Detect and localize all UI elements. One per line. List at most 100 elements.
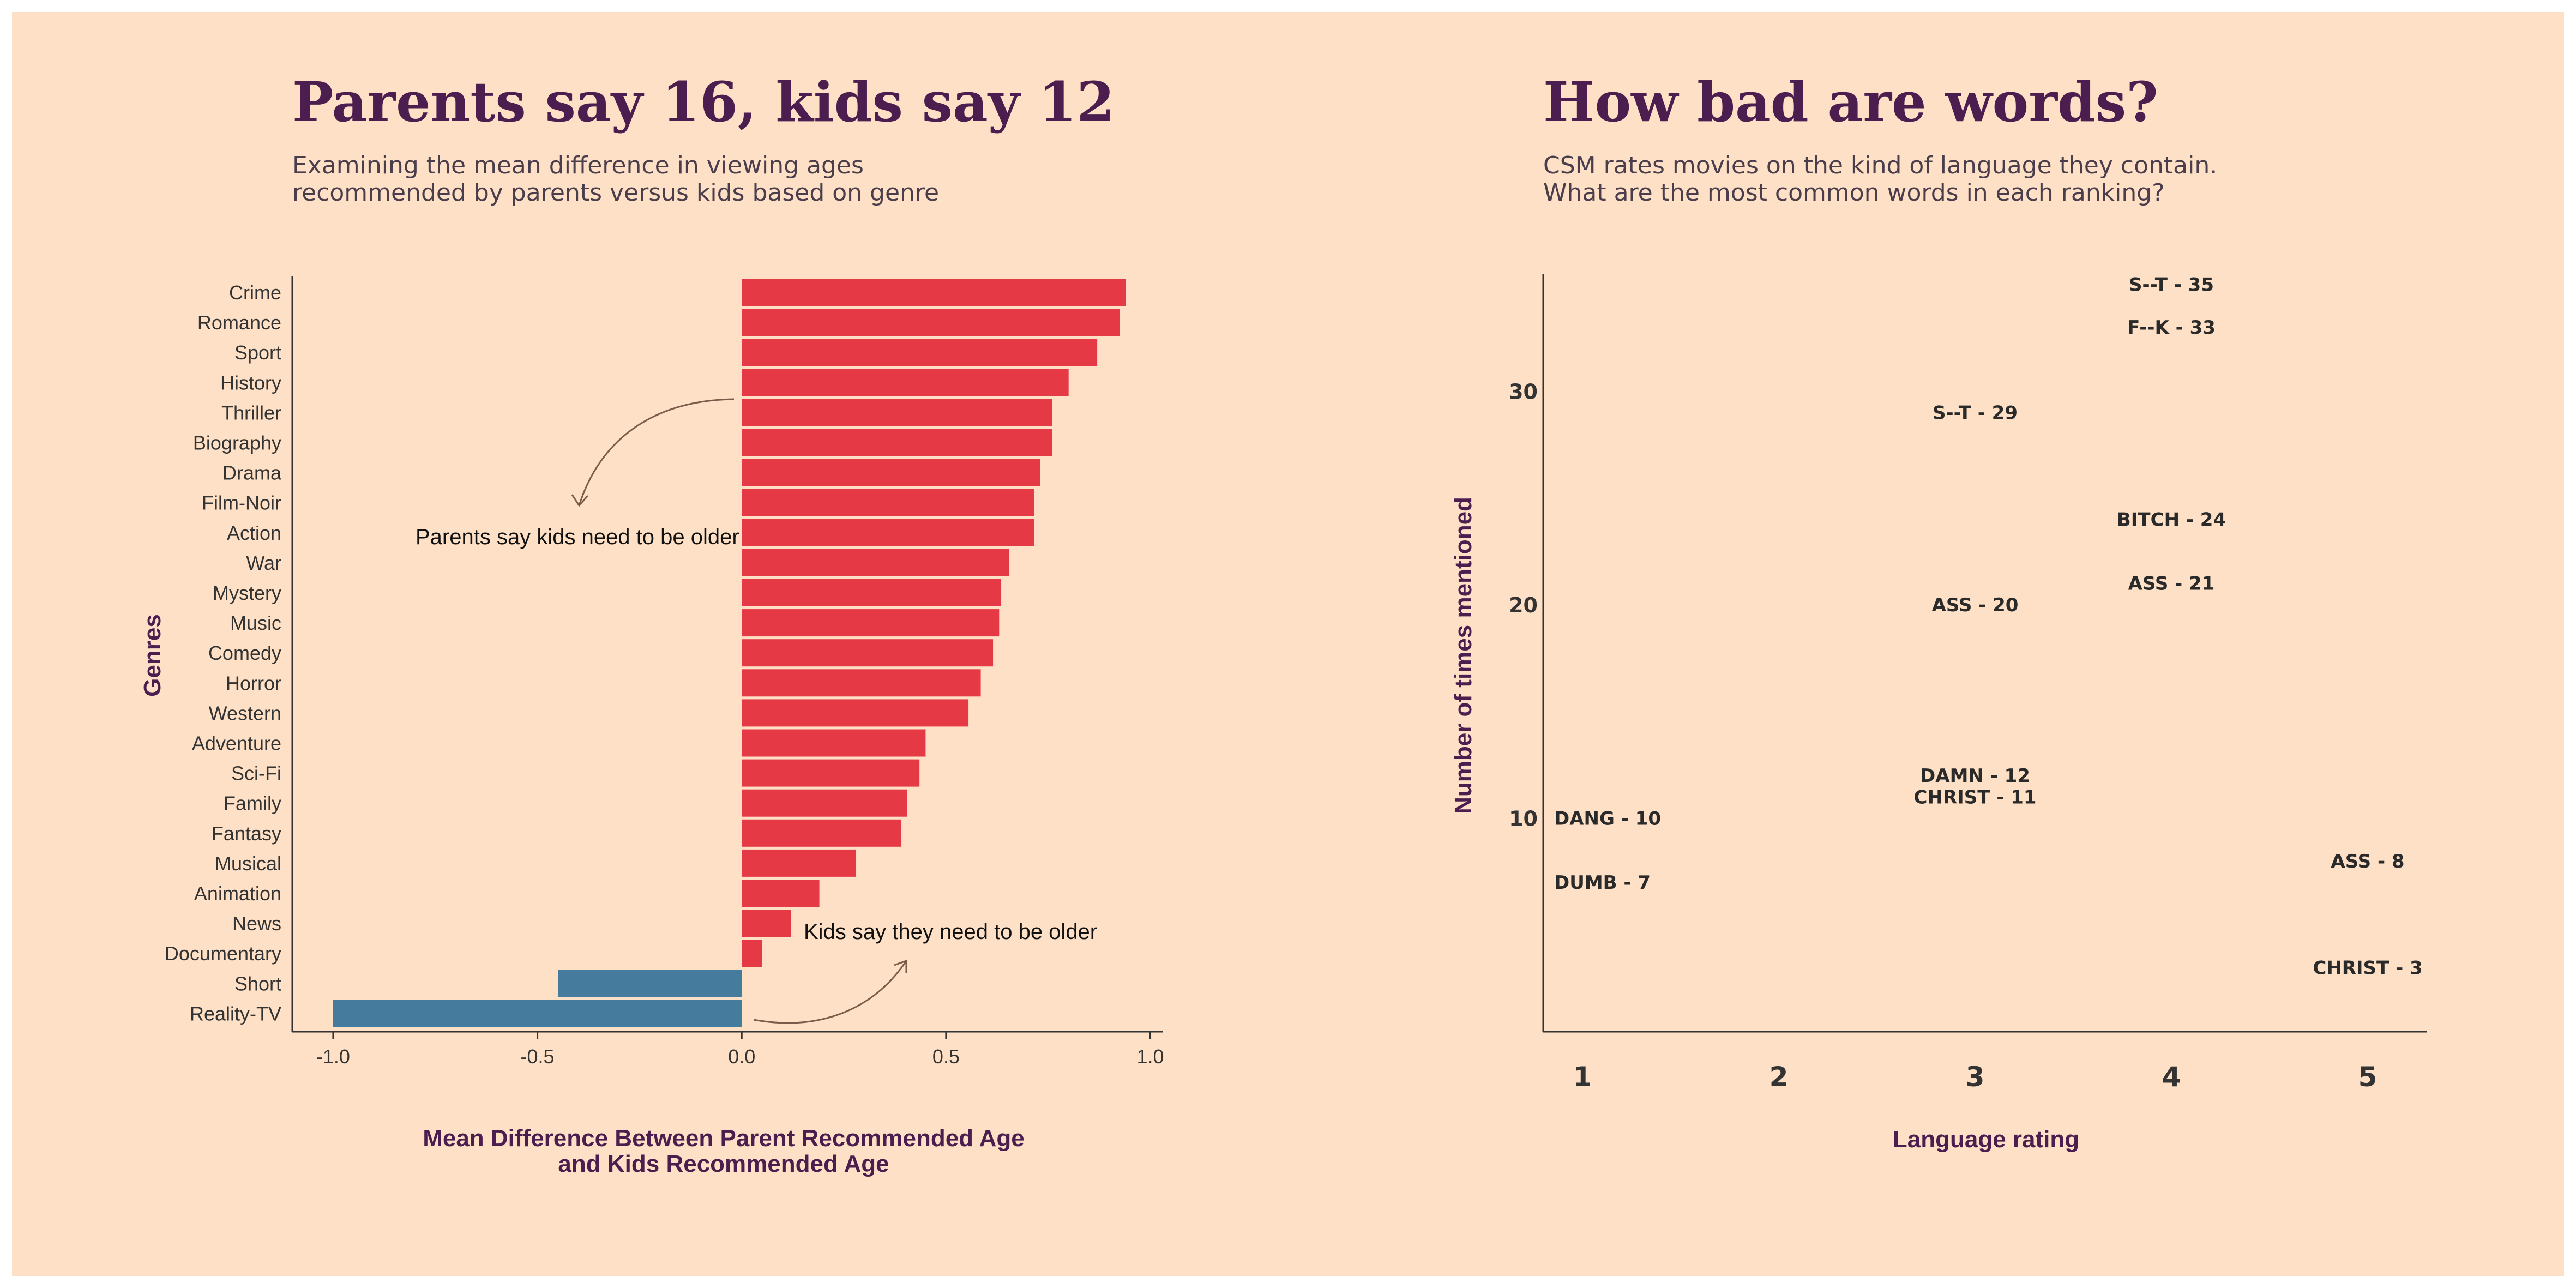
word-scatter-chart: DANG - 10 DUMB - 7 S--T - 29 ASS - 20 DAMN -… [1450, 274, 2427, 1153]
genre-label-musical: Musical [215, 852, 281, 875]
bar-crime [742, 279, 1126, 306]
genre-label-documentary: Documentary [165, 942, 281, 965]
genre-label-sci-fi: Sci-Fi [231, 762, 281, 785]
scatter-y-tick-label: 10 [1509, 806, 1538, 830]
word-label: S--T - 35 [2129, 274, 2214, 296]
kids-annotation-arrow [753, 960, 907, 1024]
word-label: DANG - 10 [1554, 808, 1661, 829]
right-chart-title: How bad are words? [1543, 70, 2158, 134]
scatter-y-tick-label: 30 [1509, 380, 1538, 404]
word-label: S--T - 29 [1933, 402, 2018, 424]
genre-label-sport: Sport [234, 341, 281, 364]
bar-thriller [742, 399, 1052, 426]
genre-label-western: Western [209, 702, 281, 724]
genre-label-romance: Romance [197, 311, 281, 334]
genre-label-war: War [246, 552, 281, 574]
genre-label-horror: Horror [226, 672, 281, 694]
scatter-x-tick-label: 2 [1770, 1061, 1789, 1093]
bar-x-tick-labels: -1.0 -0.5 0.0 0.5 1.0 [316, 1032, 1164, 1068]
right-chart-subtitle-line2: What are the most common words in each r… [1543, 179, 2165, 207]
bar-x-tick-label: -0.5 [521, 1045, 555, 1068]
word-label: F--K - 33 [2127, 317, 2216, 339]
genre-label-drama: Drama [222, 462, 282, 484]
genre-bar-chart: Crime Romance Sport History Thriller Biograph… [139, 276, 1164, 1177]
word-label: CHRIST - 3 [2313, 958, 2422, 979]
genre-tick-labels: Crime Romance Sport History Thriller Biograph… [165, 281, 282, 1025]
genre-label-family: Family [224, 792, 281, 815]
bar-x-axis-label-line2: and Kids Recommended Age [558, 1151, 889, 1177]
parents-annotation-arrowhead [571, 494, 589, 507]
left-chart-title: Parents say 16, kids say 12 [292, 70, 1115, 134]
bar-history [742, 369, 1069, 396]
bar-news [742, 910, 791, 937]
bar-music [742, 609, 1000, 637]
scatter-y-tick-label: 20 [1509, 593, 1538, 617]
bar-romance [742, 309, 1120, 336]
genre-label-news: News [232, 912, 281, 935]
bar-x-tick-label: 0.0 [728, 1045, 755, 1068]
bar-x-tick-label: 0.5 [932, 1045, 960, 1068]
parents-annotation-arrow [578, 398, 735, 506]
word-label: CHRIST - 11 [1913, 786, 2036, 808]
word-label: DAMN - 12 [1920, 765, 2030, 787]
genre-label-short: Short [234, 972, 281, 995]
genre-label-action: Action [227, 522, 281, 544]
bar-action [742, 519, 1034, 546]
bar-x-tick-label: -1.0 [316, 1045, 350, 1068]
bar-x-axis-label-line1: Mean Difference Between Parent Recommend… [423, 1125, 1025, 1152]
figure-svg: Parents say 16, kids say 12 Examining th… [139, 70, 2427, 1177]
bar-comedy [742, 639, 994, 667]
scatter-x-axis-label: Language rating [1893, 1126, 2079, 1153]
bar-biography [742, 429, 1052, 456]
bar-series [333, 279, 1126, 1027]
bar-documentary [742, 940, 762, 967]
bar-sport [742, 339, 1098, 366]
figure-canvas: Parents say 16, kids say 12 Examining th… [12, 12, 2564, 1276]
genre-label-reality-tv: Reality-TV [190, 1002, 281, 1025]
bar-family [742, 789, 907, 817]
parents-annotation-text: Parents say kids need to be older [416, 525, 739, 549]
scatter-x-tick-label: 3 [1966, 1061, 1985, 1093]
bar-x-tick-label: 1.0 [1136, 1045, 1164, 1068]
bar-reality-tv [333, 1000, 742, 1027]
genre-label-comedy: Comedy [208, 642, 281, 664]
bar-drama [742, 459, 1040, 486]
genre-label-history: History [220, 371, 281, 394]
kids-annotation-text: Kids say they need to be older [804, 920, 1097, 944]
genre-label-biography: Biography [193, 432, 281, 454]
word-label: ASS - 8 [2331, 851, 2404, 872]
bar-adventure [742, 729, 926, 757]
scatter-y-axis-label: Number of times mentioned [1450, 497, 1477, 814]
bar-horror [742, 669, 981, 697]
genre-label-fantasy: Fantasy [212, 822, 281, 845]
word-label: BITCH - 24 [2117, 509, 2226, 531]
bar-sci-fi [742, 759, 920, 787]
bar-musical [742, 849, 857, 877]
bar-western [742, 699, 969, 727]
right-chart-subtitle-line1: CSM rates movies on the kind of language… [1543, 152, 2217, 179]
bar-mystery [742, 579, 1002, 606]
word-label: DUMB - 7 [1554, 872, 1651, 894]
genre-label-thriller: Thriller [221, 401, 281, 424]
word-label: ASS - 21 [2128, 573, 2215, 595]
scatter-x-tick-labels: 1 2 3 4 5 [1573, 1061, 2378, 1093]
bar-y-axis-label: Genres [139, 614, 166, 697]
bar-war [742, 549, 1010, 576]
left-chart-subtitle-line1: Examining the mean difference in viewing… [292, 152, 864, 179]
scatter-x-tick-label: 1 [1573, 1061, 1592, 1093]
kids-annotation-arrowhead [894, 959, 907, 973]
bar-film-noir [742, 489, 1034, 516]
bar-short [558, 970, 742, 997]
word-point-labels: DANG - 10 DUMB - 7 S--T - 29 ASS - 20 DAMN -… [1554, 274, 2423, 979]
scatter-y-tick-labels: 10 20 30 [1509, 380, 1538, 830]
genre-label-mystery: Mystery [213, 582, 281, 604]
scatter-x-tick-label: 5 [2358, 1061, 2378, 1093]
genre-label-adventure: Adventure [192, 732, 281, 755]
genre-label-animation: Animation [194, 882, 281, 905]
genre-label-film-noir: Film-Noir [202, 492, 281, 514]
genre-label-music: Music [230, 612, 281, 634]
bar-fantasy [742, 819, 901, 847]
word-label: ASS - 20 [1932, 594, 2019, 616]
scatter-x-tick-label: 4 [2162, 1061, 2181, 1093]
left-chart-subtitle-line2: recommended by parents versus kids based… [292, 179, 939, 207]
